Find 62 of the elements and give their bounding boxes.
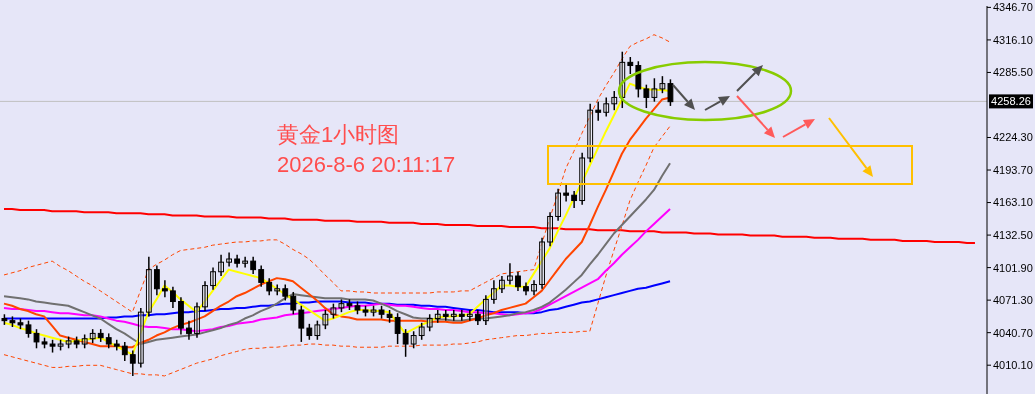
candlestick (579, 151, 586, 206)
annotation: 黄金1小时图 (277, 121, 400, 149)
y-tick-label: 4071.30 (993, 294, 1033, 307)
candlestick (242, 256, 249, 269)
line-series (3, 34, 671, 313)
candlestick (507, 262, 513, 286)
candlestick (587, 103, 594, 164)
candlestick (490, 279, 497, 305)
candlestick (667, 78, 674, 107)
y-tick-label: 4132.50 (993, 228, 1033, 241)
line-series (3, 125, 671, 377)
candlestick (186, 319, 192, 341)
candlestick (643, 83, 650, 109)
candlestick (218, 254, 224, 277)
candlestick (161, 279, 168, 299)
y-tick-label: 4224.30 (993, 131, 1033, 144)
candlestick (482, 294, 489, 326)
candlestick (290, 291, 297, 316)
y-tick-label: 4285.50 (993, 66, 1033, 79)
candlestick (603, 96, 610, 118)
y-tick-label: 4040.70 (993, 326, 1033, 339)
candlestick (402, 328, 409, 358)
candlestick (121, 341, 128, 362)
candlestick (635, 60, 642, 99)
candlestick (611, 90, 618, 111)
candlestick (314, 319, 321, 341)
line-series (3, 208, 672, 333)
candlestick (153, 264, 160, 296)
candlestick (515, 271, 521, 292)
candlestick (531, 279, 537, 296)
candlestick (466, 309, 473, 322)
candlestick (595, 100, 602, 122)
candlestick (202, 280, 208, 312)
y-tick-label: 4163.10 (993, 196, 1033, 209)
y-tick-label: 4010.10 (993, 359, 1033, 372)
ref-line-label: 4258.26 (991, 95, 1031, 108)
candlestick (129, 349, 136, 377)
candlestick (170, 285, 176, 309)
candlestick (450, 309, 457, 322)
y-tick-label: 4193.70 (993, 163, 1033, 176)
candlestick (563, 183, 570, 203)
candlestick (258, 264, 265, 288)
candlestick (547, 211, 553, 247)
candlestick (210, 266, 216, 291)
y-tick-label: 4346.70 (993, 1, 1033, 14)
candlestick (651, 77, 658, 103)
candlestick (499, 275, 505, 294)
y-tick-label: 4316.10 (993, 33, 1033, 46)
annotation: 2026-8-6 20:11:17 (277, 152, 456, 178)
candlestick (145, 256, 152, 318)
candlestick (555, 188, 561, 222)
candlestick (194, 301, 200, 339)
candlestick (298, 305, 305, 343)
line-series (3, 208, 976, 245)
candlestick (322, 309, 329, 330)
candlestick (226, 251, 232, 268)
candlestick (539, 236, 545, 290)
candlestick (137, 307, 144, 369)
y-tick-label: 4101.90 (993, 261, 1033, 274)
candlestick (274, 283, 281, 296)
candlestick (394, 312, 401, 345)
candlestick (458, 309, 465, 322)
